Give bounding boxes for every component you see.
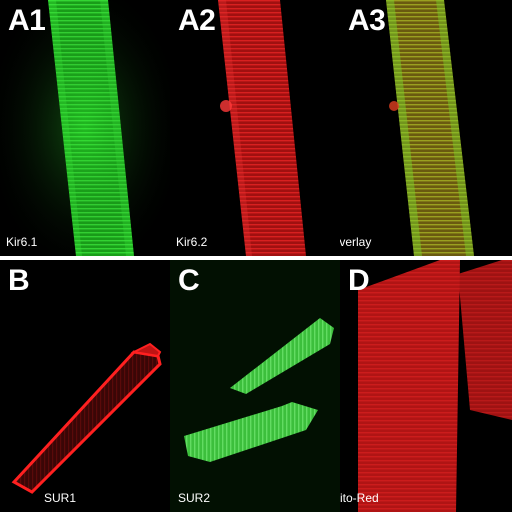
panel-b-caption: SUR1 bbox=[44, 491, 77, 505]
sur1-cell-image bbox=[11, 342, 162, 494]
panel-a3-caption: Overlay bbox=[340, 235, 372, 249]
sur2-cell-image bbox=[184, 318, 334, 462]
panel-b-sur1: B SUR1 bbox=[0, 260, 170, 512]
panel-c-caption: SUR2 bbox=[178, 491, 211, 505]
panel-c-sur2: C SUR2 bbox=[170, 260, 340, 512]
panel-a2-label: A2 bbox=[178, 4, 216, 37]
panel-a3-overlay: A3 Overlay bbox=[340, 0, 512, 256]
panel-a2-kir62: A2 Kir6.2 bbox=[170, 0, 340, 256]
overlay-cell-image bbox=[386, 0, 474, 256]
panel-c-label: C bbox=[178, 264, 200, 297]
panel-a1-caption: Kir6.1 bbox=[6, 235, 38, 249]
panel-a1-label: A1 bbox=[8, 4, 46, 37]
panel-d-mito-red: D Mito-Red bbox=[340, 260, 512, 512]
panel-d-caption: Mito-Red bbox=[340, 491, 379, 505]
panel-d-label: D bbox=[348, 264, 370, 297]
kir61-cell-image bbox=[0, 0, 170, 256]
panel-b-label: B bbox=[8, 264, 30, 297]
mito-red-cell-image bbox=[358, 260, 512, 512]
kir62-cell-image bbox=[218, 0, 306, 256]
panel-a3-label: A3 bbox=[348, 4, 386, 37]
panel-a2-caption: Kir6.2 bbox=[176, 235, 208, 249]
panel-a1-kir61: A1 Kir6.1 bbox=[0, 0, 170, 256]
